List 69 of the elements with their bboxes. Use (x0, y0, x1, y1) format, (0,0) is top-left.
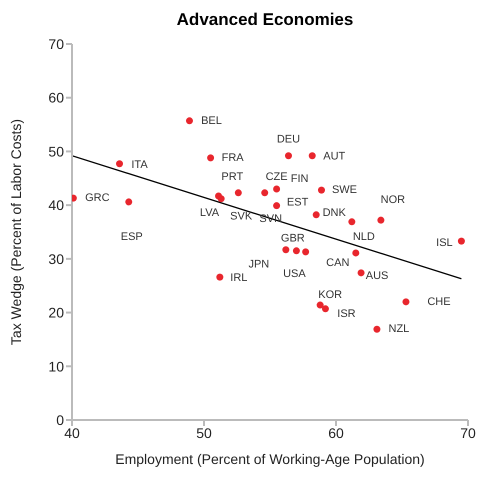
point (261, 189, 268, 196)
y-tick-label: 70 (48, 36, 64, 52)
point (358, 269, 365, 276)
point (352, 249, 360, 256)
y-tick-label: 10 (48, 358, 64, 374)
annotation: ITA (131, 158, 148, 171)
point (373, 326, 380, 333)
y-tick-label: 50 (48, 143, 64, 160)
annotation: ISL (436, 237, 453, 250)
annotation: DEU (276, 134, 300, 146)
annotation: BEL (201, 114, 222, 127)
point (312, 211, 320, 218)
annotation: ISR (337, 308, 356, 320)
y-tick-label: 20 (48, 304, 64, 321)
annotation: GRC (85, 192, 110, 204)
point (316, 302, 324, 309)
point (207, 154, 214, 162)
annotation: AUS (366, 270, 388, 282)
annotation: USA (283, 268, 306, 280)
annotation: EST (286, 196, 309, 209)
point (218, 195, 225, 202)
annotation: SVK (230, 210, 253, 223)
x-tick-label: 60 (328, 424, 344, 441)
annotation: LVA (200, 207, 220, 220)
point (116, 160, 124, 168)
annotation: IRL (230, 272, 248, 284)
annotation: GBR (280, 232, 305, 245)
point (186, 117, 193, 124)
point (216, 274, 224, 281)
y-axis-title: Tax Wedge (Percent of Labor Costs) (8, 118, 24, 346)
annotation: JPN (248, 258, 270, 271)
annotation: NOR (380, 194, 406, 206)
point (318, 186, 325, 194)
y-tick-label: 60 (48, 90, 64, 106)
annotation: DNK (322, 206, 346, 219)
chart-title: Advanced Economies (176, 9, 354, 31)
x-tick-label: 40 (64, 424, 80, 441)
annotation: PRT (221, 170, 244, 183)
point (308, 152, 316, 160)
annotation: ESP (120, 230, 143, 243)
y-tick-label: 0 (56, 412, 64, 428)
point (377, 216, 384, 224)
point (273, 202, 280, 210)
point (273, 186, 280, 193)
point (284, 152, 292, 160)
x-axis-title: Employment (Percent of Working-Age Population) (115, 451, 425, 467)
x-tick-label: 70 (460, 424, 476, 441)
annotation: CHE (427, 296, 451, 308)
y-tick-label: 40 (48, 197, 64, 214)
point (125, 198, 132, 206)
annotation: FIN (290, 173, 309, 186)
point (348, 218, 356, 226)
annotation: NLD (352, 230, 375, 243)
y-tick-label: 30 (48, 250, 64, 267)
annotation: NZL (388, 323, 410, 336)
x-tick-label: 50 (196, 424, 212, 441)
annotation: KOR (318, 289, 342, 302)
annotation: AUT (323, 150, 346, 163)
annotation: CAN (326, 256, 350, 269)
point (322, 305, 329, 312)
point (302, 248, 310, 256)
point (458, 238, 465, 245)
annotation: SWE (332, 184, 358, 196)
point (282, 246, 290, 254)
point (234, 189, 242, 196)
point (402, 298, 410, 306)
annotation: FRA (222, 152, 244, 164)
annotation: CZE (266, 171, 288, 184)
point (292, 247, 300, 254)
